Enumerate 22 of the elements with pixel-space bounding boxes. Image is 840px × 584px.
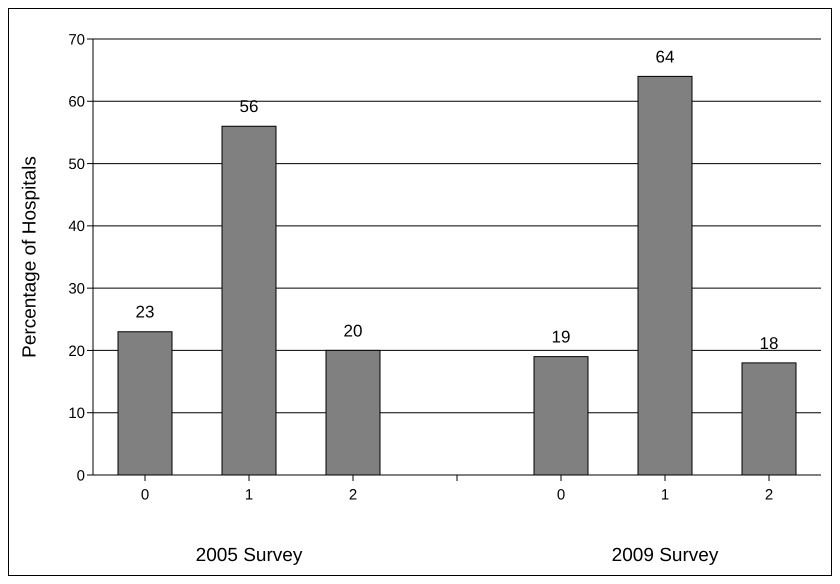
text: 2009 Survey xyxy=(610,545,720,567)
y-tick-label: 20 xyxy=(68,342,85,360)
y-tick-label: 60 xyxy=(68,94,85,111)
y-tick-label: 50 xyxy=(68,156,85,173)
x-tick-label: 1 xyxy=(244,486,254,504)
y-tick-label: 40 xyxy=(68,218,85,236)
x-tick-label: 2 xyxy=(348,486,358,504)
data-label: 20 xyxy=(344,321,362,340)
y-tick-label: 10 xyxy=(68,405,85,422)
data-label: 19 xyxy=(552,328,570,347)
y-tick-label: 0 xyxy=(76,467,85,484)
data-label: 18 xyxy=(760,334,778,353)
y-tick-label: 30 xyxy=(68,280,85,298)
text: 2005 Survey xyxy=(194,545,304,567)
y-axis-title: Percentage of Hospitals xyxy=(20,156,41,358)
data-label: 23 xyxy=(136,302,154,322)
x-tick-label: 2 xyxy=(764,486,774,504)
x-tick-label: 1 xyxy=(660,486,670,504)
x-tick-label: 0 xyxy=(140,486,150,504)
x-tick-label: 0 xyxy=(556,486,566,504)
data-label: 64 xyxy=(656,47,674,66)
y-tick-label: 70 xyxy=(68,31,85,48)
